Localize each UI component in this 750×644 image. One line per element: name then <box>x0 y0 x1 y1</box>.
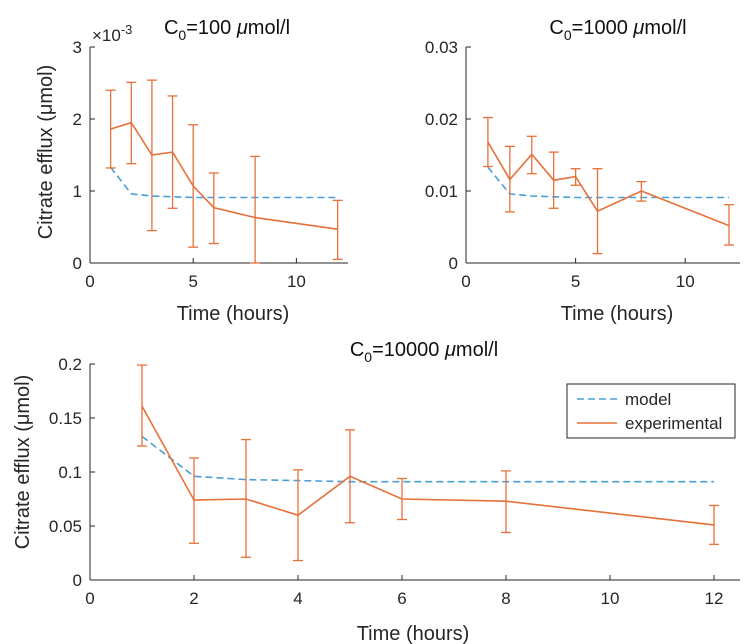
x-axis-label: Time (hours) <box>561 303 674 325</box>
series-line-model <box>487 166 729 199</box>
x-tick-label: 5 <box>571 272 580 291</box>
x-tick-label: 2 <box>189 589 198 608</box>
y-tick-label: 1 <box>73 182 82 201</box>
legend-label-experimental: experimental <box>625 414 722 433</box>
x-tick-label: 0 <box>461 272 470 291</box>
x-tick-label: 10 <box>287 272 306 291</box>
series-line-experimental <box>110 121 338 230</box>
x-axis-label: Time (hours) <box>177 303 290 325</box>
y-tick-label: 0.1 <box>58 463 82 482</box>
y-tick-label: 0.01 <box>425 182 458 201</box>
series-line-experimental <box>487 141 730 227</box>
series-line-model <box>109 166 338 199</box>
x-tick-label: 12 <box>705 589 724 608</box>
y-axis-label: Citrate efflux (μmol) <box>35 65 57 240</box>
y-tick-label: 0.02 <box>425 110 458 129</box>
x-tick-label: 8 <box>501 589 510 608</box>
x-tick-label: 10 <box>601 589 620 608</box>
y-tick-label: 3 <box>73 38 82 57</box>
y-tick-label: 0 <box>73 254 82 273</box>
series-line-experimental <box>141 405 715 526</box>
legend-box <box>566 383 736 439</box>
panel-title: C0=100 μmol/l <box>164 17 290 43</box>
legend-label-model: model <box>625 390 671 409</box>
x-tick-label: 6 <box>397 589 406 608</box>
y-tick-label: 0.15 <box>49 409 82 428</box>
panel-c100: 0 5 10 0 1 2 3 ×10-3 C0=100 μmol/l Time (hours) Ci… <box>35 17 348 325</box>
y-tick-label: 2 <box>73 110 82 129</box>
x-tick-label: 4 <box>293 589 302 608</box>
y-tick-label: 0.2 <box>58 355 82 374</box>
panel-c1000: 0 5 10 0 0.01 0.02 0.03 C0=1000 μmol/l Time (hou… <box>425 17 740 325</box>
x-tick-label: 5 <box>188 272 197 291</box>
x-tick-label: 10 <box>676 272 695 291</box>
y-tick-label: 0 <box>449 254 458 273</box>
panel-title: C0=10000 μmol/l <box>350 339 498 365</box>
y-exponent-label: ×10-3 <box>92 22 132 45</box>
x-tick-label: 0 <box>85 272 94 291</box>
x-tick-label: 0 <box>85 589 94 608</box>
y-tick-label: 0.03 <box>425 38 458 57</box>
y-tick-label: 0 <box>73 571 82 590</box>
y-axis-label: Citrate efflux (μmol) <box>12 375 34 550</box>
panel-title: C0=1000 μmol/l <box>549 17 686 43</box>
series-line-model <box>141 435 714 483</box>
x-axis-label: Time (hours) <box>357 623 470 644</box>
y-tick-label: 0.05 <box>49 517 82 536</box>
panel-c10000: 0 2 4 6 8 10 12 0 0.05 0.1 0.15 0.2 C0=10000 μmol/l T… <box>12 339 740 644</box>
